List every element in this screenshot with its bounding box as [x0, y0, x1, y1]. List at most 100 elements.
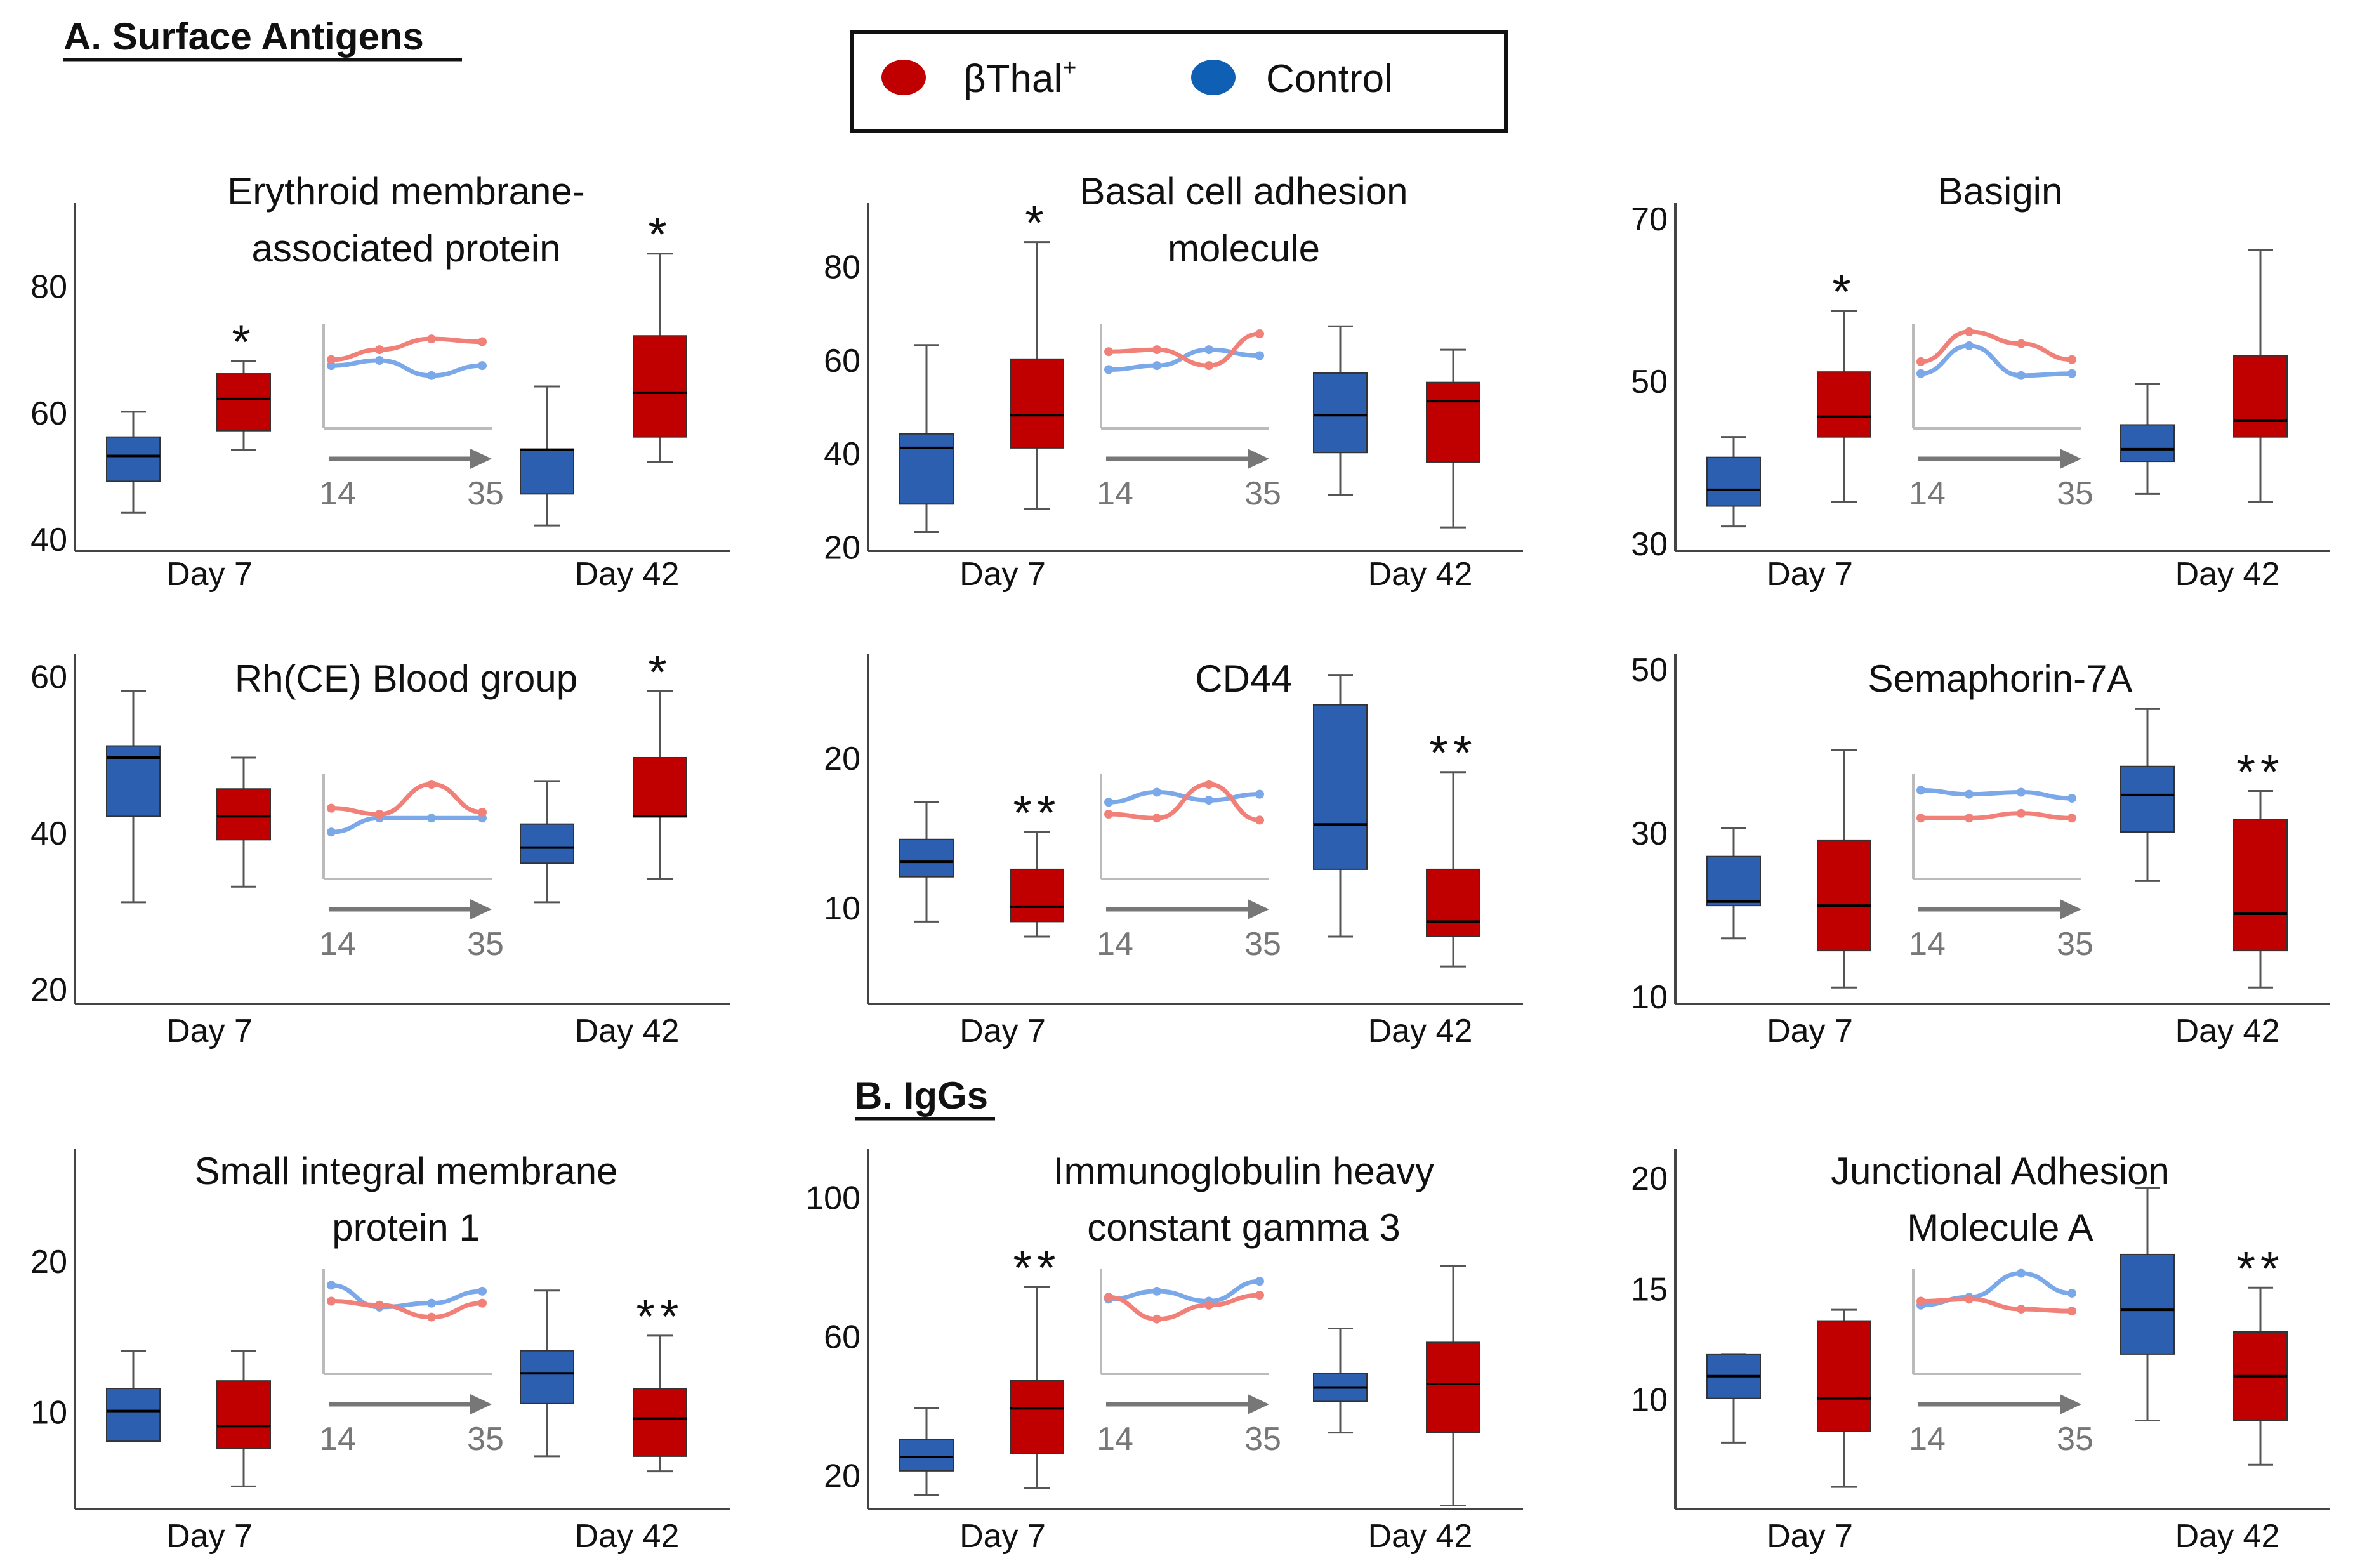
inset-bthal-point: [2017, 1305, 2026, 1314]
inset-arrowhead: [470, 449, 492, 469]
chart-title: molecule: [1168, 227, 1320, 270]
control-box: [899, 344, 954, 534]
control-box: [1313, 674, 1368, 938]
inset-control-point: [1255, 351, 1264, 360]
inset-bthal-point: [375, 810, 384, 819]
inset-control-point: [427, 814, 436, 823]
inset-control-point: [2067, 369, 2076, 378]
inset-control-point: [2017, 787, 2026, 797]
control-box: [520, 1289, 574, 1458]
y-tick-label: 80: [30, 269, 67, 306]
bthal-box: *: [633, 645, 687, 880]
inset-control-point: [1916, 369, 1925, 378]
iqr-box: [1706, 456, 1761, 507]
inset-bthal-point: [1152, 814, 1161, 823]
y-tick-label: 60: [824, 343, 860, 379]
inset-bthal-point: [1965, 814, 1974, 823]
significance-marker: **: [1013, 786, 1060, 840]
iqr-box: [1426, 1341, 1480, 1433]
inset-control-point: [1255, 1277, 1264, 1286]
x-tick-label: Day 7: [959, 1013, 1046, 1050]
inset-control-line: [1920, 787, 2073, 801]
y-tick-label: 30: [1631, 526, 1668, 563]
inset-end-day: 35: [467, 1421, 504, 1458]
inset-control-point: [1152, 787, 1161, 797]
inset-bthal-point: [1152, 345, 1161, 355]
panel-6: Semaphorin-7A 10 30 50 Day 7 Day 42 14 35 **: [1631, 652, 2330, 1050]
bthal-box: *: [633, 208, 687, 464]
inset-bthal-point: [1916, 814, 1925, 823]
inset-start-day: 14: [1097, 1421, 1133, 1458]
bthal-box: [1817, 1308, 1871, 1488]
inset-bthal-point: [2017, 339, 2026, 348]
y-tick-label: 10: [30, 1395, 67, 1432]
bthal-box: *: [1010, 197, 1064, 510]
iqr-box: [216, 788, 271, 841]
bthal-box: [1817, 749, 1871, 989]
inset-bthal-line: [1920, 329, 2073, 364]
inset-bthal-point: [478, 807, 487, 817]
inset-bthal-line: [331, 782, 483, 817]
panel-5: CD44 10 20 Day 7 Day 42 14 35 ** **: [824, 654, 1523, 1050]
inset-end-day: 35: [1244, 475, 1281, 512]
inset-end-day: 35: [2057, 1421, 2093, 1458]
iqr-box: [1426, 868, 1480, 937]
y-tick-label: 20: [30, 1244, 67, 1281]
iqr-box: [633, 335, 687, 438]
inset-bthal-point: [375, 345, 384, 355]
iqr-box: [2120, 1253, 2175, 1355]
inset-control-line: [331, 1282, 483, 1310]
y-tick-label: 100: [805, 1180, 860, 1217]
y-tick-label: 20: [824, 530, 860, 567]
inset-bthal-point: [478, 337, 487, 346]
y-tick-label: 30: [1631, 815, 1668, 852]
inset-control-point: [427, 371, 436, 380]
inset-bthal-point: [1965, 1295, 1974, 1304]
y-tick-label: 40: [824, 436, 860, 473]
inset-control-point: [427, 1298, 436, 1308]
inset-control-point: [375, 356, 384, 366]
iqr-box: [2120, 765, 2175, 833]
x-tick-label: Day 42: [575, 556, 680, 593]
chart-title: constant gamma 3: [1087, 1206, 1401, 1249]
inset-bthal-point: [427, 334, 436, 344]
bthal-box: [1426, 348, 1480, 529]
iqr-box: [899, 433, 954, 505]
inset-control-line: [331, 815, 482, 834]
significance-marker: **: [2236, 1242, 2284, 1296]
inset-bthal-point: [2017, 808, 2026, 818]
x-tick-label: Day 42: [1368, 1518, 1473, 1555]
x-tick-label: Day 7: [1767, 1518, 1853, 1555]
x-tick-label: Day 42: [2175, 1518, 2280, 1555]
y-tick-label: 20: [1631, 1161, 1668, 1197]
iqr-box: [899, 838, 954, 878]
iqr-box: [1817, 371, 1871, 438]
x-tick-label: Day 7: [166, 1013, 253, 1050]
inset-bthal-line: [1108, 331, 1260, 368]
inset-arrowhead: [1248, 1394, 1269, 1414]
control-box: [520, 385, 574, 527]
control-box: [899, 801, 954, 923]
panel-8: Immunoglobulin heavy constant gamma 3 20 60…: [805, 1149, 1523, 1555]
iqr-box: [633, 1388, 687, 1457]
legend-bthal-label: βThal+: [963, 55, 1076, 101]
significance-marker: **: [1013, 1241, 1060, 1295]
bthal-box: **: [633, 1290, 687, 1473]
legend-control-marker: [1191, 60, 1236, 95]
y-tick-label: 50: [1631, 364, 1668, 400]
control-box: [106, 411, 161, 514]
inset-control-point: [327, 827, 336, 837]
iqr-box: [520, 823, 574, 864]
inset-trend: 14 35: [1909, 774, 2093, 963]
inset-bthal-point: [375, 1300, 384, 1310]
bthal-box: [216, 1350, 271, 1487]
inset-control-point: [2017, 371, 2026, 380]
inset-trend: 14 35: [1909, 324, 2093, 512]
inset-bthal-line: [1920, 1296, 2073, 1314]
inset-bthal-point: [1255, 1291, 1264, 1300]
inset-bthal-point: [327, 355, 336, 364]
inset-end-day: 35: [467, 926, 504, 963]
y-tick-label: 20: [30, 972, 67, 1008]
